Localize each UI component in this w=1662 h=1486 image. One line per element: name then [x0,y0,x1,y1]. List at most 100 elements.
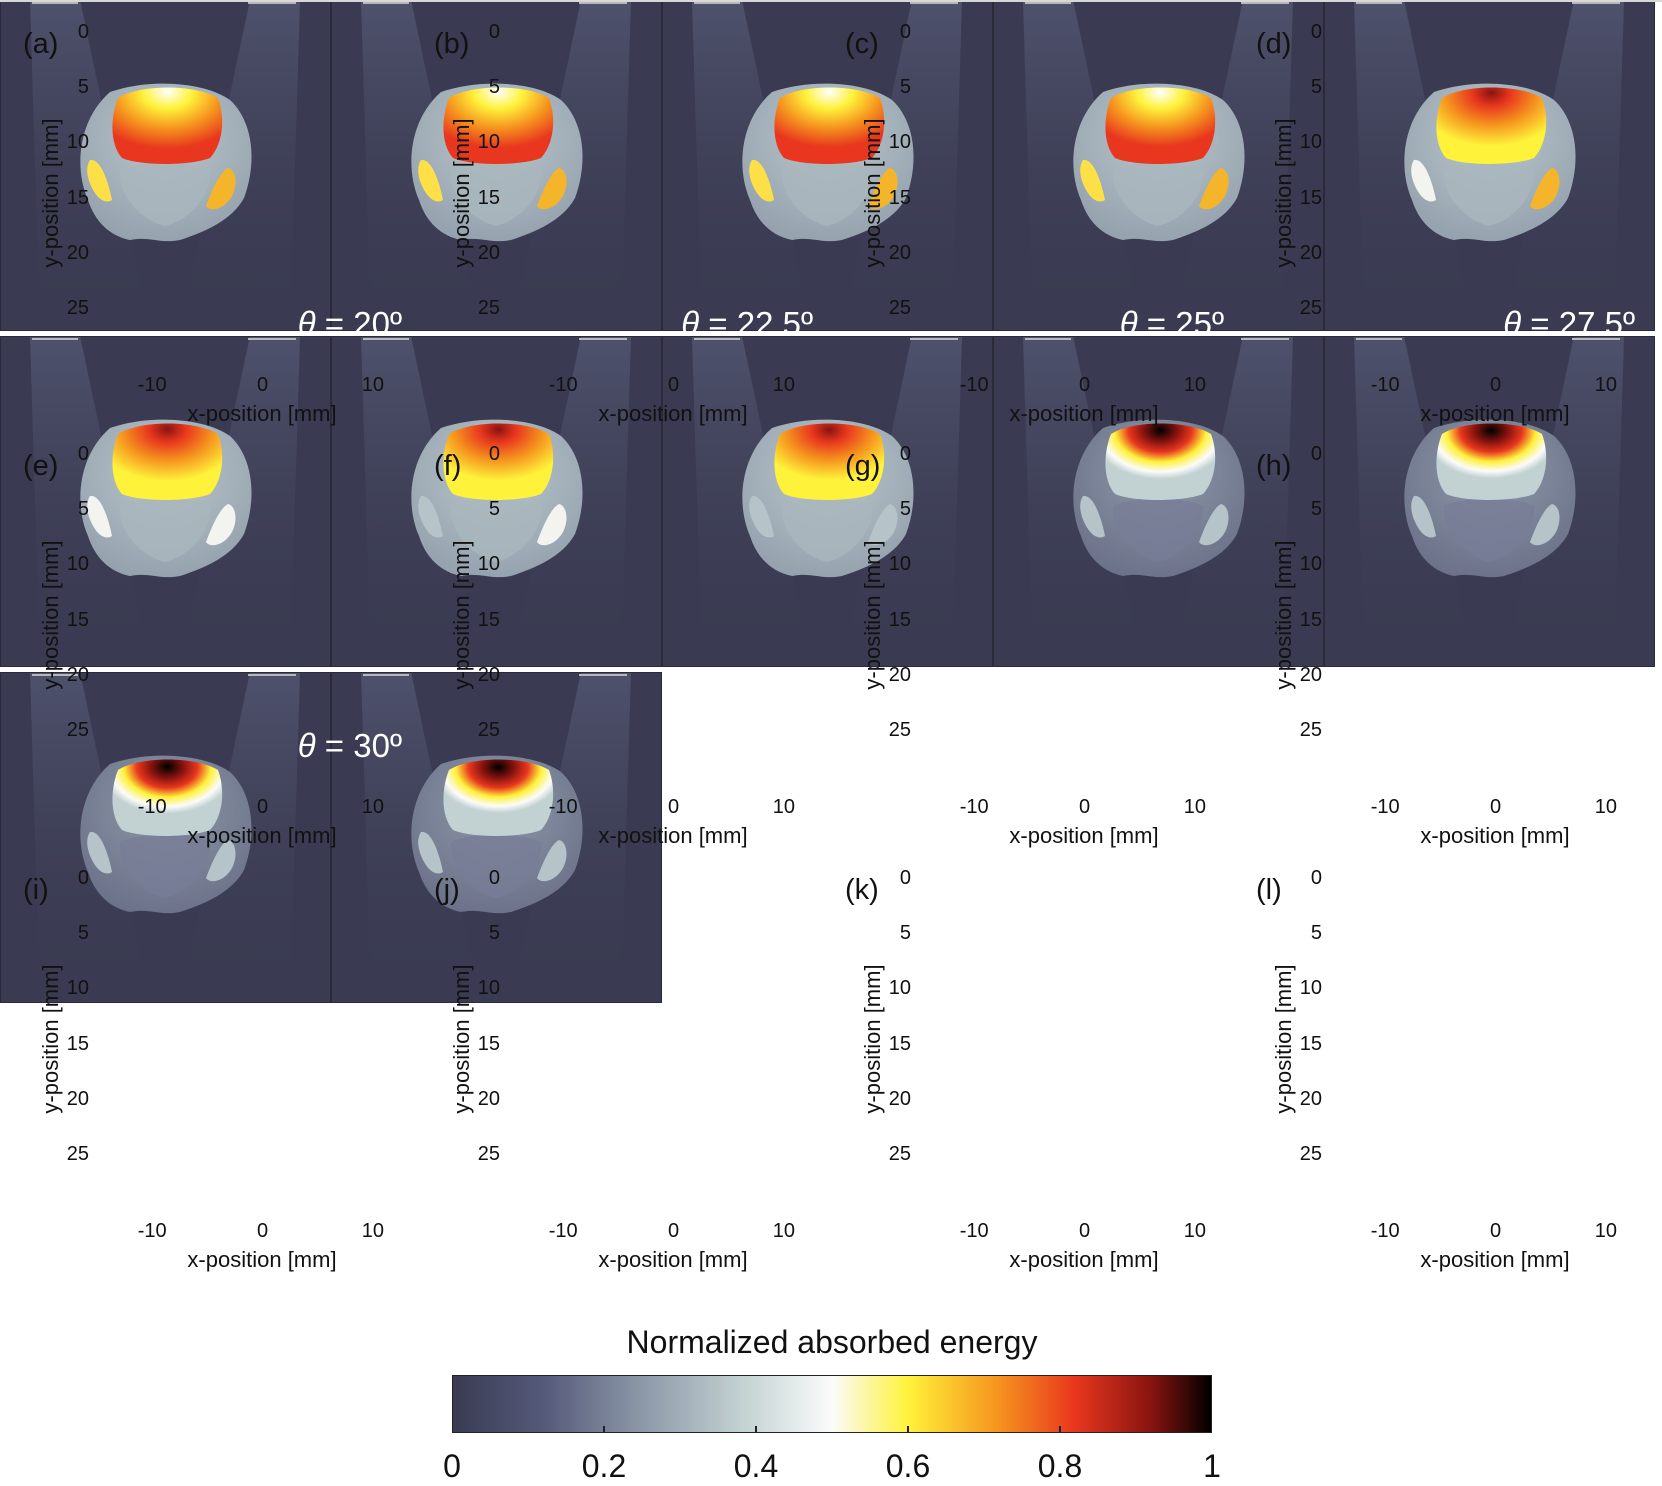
y-axis-label: y-position [mm] [449,540,474,690]
heatmap-plot [1324,0,1655,331]
side-region-right [1199,504,1229,546]
y-tick-label: 15 [1299,608,1322,631]
panel-label: (g) [845,450,881,482]
angle-annotation: θ = 27.5º [1503,307,1635,340]
angle-annotation: θ = 30º [298,729,402,762]
x-tick-label: -10 [137,1220,167,1242]
colorbar-tick-label: 0 [443,1448,461,1484]
y-tick-label: 10 [477,553,500,576]
y-tick-label: 5 [1310,922,1322,945]
side-region-right [1530,504,1560,546]
y-tick-label: 25 [1299,718,1322,741]
x-tick-label: 10 [772,796,795,818]
brain-absorption-region [112,87,223,164]
top-border [0,0,1662,2]
side-region-right [1530,168,1560,210]
x-axis-label: x-position [mm] [1420,1247,1570,1272]
y-tick-label: 5 [899,76,911,99]
side-region-right [206,168,236,210]
y-tick-label: 5 [488,498,500,521]
skull-region [450,498,542,562]
skull-region [119,498,211,562]
colorbar-tick-label: 0.4 [733,1448,779,1484]
y-tick-label: 25 [1299,296,1322,319]
x-tick-label: 10 [1183,1220,1206,1242]
heatmap-plot [0,336,331,667]
x-tick-label: 0 [667,374,680,396]
y-tick-label: 0 [488,867,500,889]
y-tick-label: 25 [477,718,500,741]
x-axis-label: x-position [mm] [598,823,748,848]
angle-annotation: θ = 22.5º [681,307,813,340]
angle-value: = 30º [315,727,402,764]
x-tick-label: -10 [548,796,578,818]
panel-label: (e) [23,450,59,482]
y-tick-label: 0 [488,21,500,43]
brain-absorption-region [1436,423,1547,500]
theta-symbol: θ [1503,1151,1522,1188]
panel-label: (b) [434,28,470,60]
colorbar-title: Normalized absorbed energy [626,1324,1038,1360]
colorbar-tick-label: 0.2 [581,1448,627,1484]
axes-frame [1324,336,1655,667]
colorbar-tick-mark [907,1426,909,1433]
y-tick-label: 0 [899,867,911,889]
side-region-left [1080,495,1105,538]
y-tick-label: 20 [66,1087,89,1110]
x-tick-label: 10 [361,374,384,396]
panel-grid: (a) 0 5 10 15 20 25 -10 0 10 x-position [mm] y-posi… [0,0,1655,1271]
angle-annotation: θ = 47.5º [1503,1153,1635,1186]
y-tick-label: 15 [66,186,89,209]
panel-label: (l) [1256,874,1282,906]
theta-symbol: θ [1119,727,1138,764]
y-tick-label: 10 [66,977,89,1000]
side-region-left [1411,159,1436,202]
x-tick-label: 10 [1594,1220,1617,1242]
theta-symbol: θ [681,727,700,764]
brain-absorption-region [443,759,554,836]
brain-absorption-region [443,423,554,500]
side-region-left [749,159,774,202]
heatmap-plot [993,0,1324,331]
x-tick-label: 0 [1078,1220,1091,1242]
brain-absorption-region [1105,423,1216,500]
x-tick-label: 10 [1594,796,1617,818]
y-tick-label: 10 [1299,553,1322,576]
y-axis-label: y-position [mm] [38,118,63,268]
x-axis-label: x-position [mm] [1420,401,1570,426]
angle-value: = 37.5º [1521,727,1635,764]
angle-annotation: θ = 25º [1120,307,1224,340]
y-axis-label: y-position [mm] [38,964,63,1114]
angle-value: = 35º [1137,727,1224,764]
x-tick-label: 0 [1078,796,1091,818]
y-tick-label: 25 [1299,1142,1322,1165]
heatmap-plot [1324,336,1655,667]
heatmap-plot [331,672,662,1003]
x-tick-label: 10 [1183,374,1206,396]
x-axis-label: x-position [mm] [187,823,337,848]
x-axis-label: x-position [mm] [187,401,337,426]
theta-symbol: θ [297,727,316,764]
colorbar-tick-label: 1 [1203,1448,1221,1484]
angle-value: = 40º [315,1151,402,1188]
skull-region [1112,162,1204,226]
y-tick-label: 0 [1310,21,1322,43]
y-tick-label: 10 [888,131,911,154]
axes-frame [331,336,662,667]
x-tick-label: 10 [1183,796,1206,818]
colorbar [452,1375,1212,1433]
theta-symbol: θ [681,305,700,342]
y-axis-label: y-position [mm] [860,118,885,268]
y-tick-label: 25 [888,718,911,741]
colorbar-tick-mark [755,1426,757,1433]
y-axis-label: y-position [mm] [449,118,474,268]
skull-region [450,834,542,898]
axes-frame [0,672,331,1003]
x-tick-label: 0 [1078,374,1091,396]
x-tick-label: 10 [361,1220,384,1242]
x-axis-label: x-position [mm] [1009,823,1159,848]
x-tick-label: 0 [1489,796,1502,818]
side-region-left [1080,159,1105,202]
y-tick-label: 25 [66,1142,89,1165]
side-region-left [87,159,112,202]
